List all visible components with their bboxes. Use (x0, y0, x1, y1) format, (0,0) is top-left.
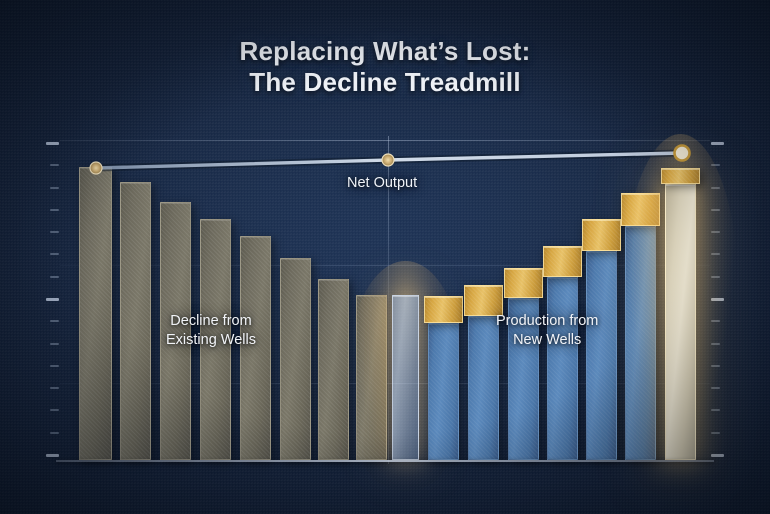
y-tick-right (711, 142, 724, 145)
y-tick-left (50, 253, 59, 255)
decline-region-label-line-1: Decline from (170, 313, 252, 329)
net-output-marker-mid (381, 153, 395, 167)
chart-title: Replacing What’s Lost: The Decline Tread… (0, 36, 770, 98)
y-tick-right (711, 298, 724, 301)
y-tick-left (50, 320, 59, 322)
y-tick-right (711, 454, 724, 457)
y-tick-right (711, 365, 720, 367)
y-tick-left (50, 343, 59, 345)
chart-title-line-2: The Decline Treadmill (249, 67, 521, 97)
y-tick-left (46, 142, 59, 145)
y-tick-right (711, 387, 720, 389)
production-region-label-line-2: New Wells (513, 332, 582, 348)
y-tick-left (50, 187, 59, 189)
y-tick-left (50, 387, 59, 389)
y-tick-right (711, 231, 720, 233)
y-tick-right (711, 209, 720, 211)
y-tick-right (711, 320, 720, 322)
production-region-label: Production from New Wells (496, 312, 598, 350)
y-tick-left (50, 409, 59, 411)
y-tick-left (46, 454, 59, 457)
chart-title-line-1: Replacing What’s Lost: (239, 36, 531, 66)
y-tick-left (46, 298, 59, 301)
net-output-marker-start (89, 161, 103, 175)
x-axis-baseline (56, 460, 714, 462)
y-tick-right (711, 276, 720, 278)
y-tick-left (50, 365, 59, 367)
y-tick-right (711, 253, 720, 255)
y-tick-right (711, 187, 720, 189)
y-tick-left (50, 432, 59, 434)
decline-region-label-line-2: Existing Wells (166, 332, 256, 348)
decline-region-label: Decline from Existing Wells (166, 312, 256, 350)
net-output-label: Net Output (347, 175, 418, 191)
net-output-marker-end (673, 144, 691, 162)
y-tick-left (50, 164, 59, 166)
production-region-label-line-1: Production from (496, 313, 599, 329)
y-tick-right (711, 432, 720, 434)
y-tick-right (711, 409, 720, 411)
y-tick-left (50, 231, 59, 233)
plot-area: Net Output Decline from Existing Wells P… (46, 134, 739, 470)
y-tick-left (50, 276, 59, 278)
y-tick-right (711, 164, 720, 166)
y-tick-left (50, 209, 59, 211)
y-tick-right (711, 343, 720, 345)
